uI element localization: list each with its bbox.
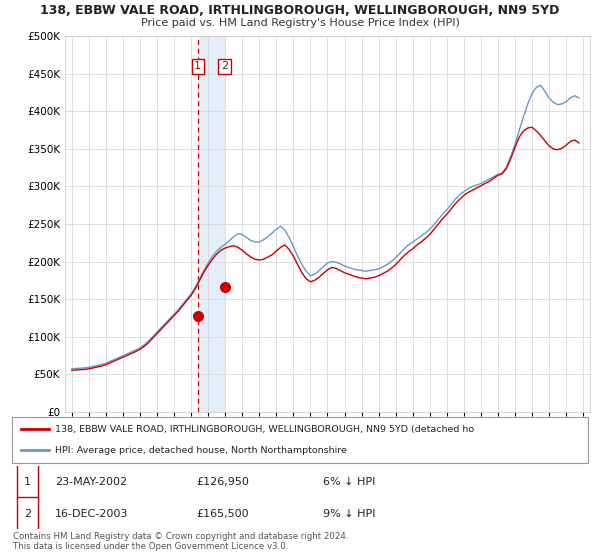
Text: Price paid vs. HM Land Registry's House Price Index (HPI): Price paid vs. HM Land Registry's House … [140, 18, 460, 29]
FancyBboxPatch shape [17, 497, 38, 531]
Text: 138, EBBW VALE ROAD, IRTHLINGBOROUGH, WELLINGBOROUGH, NN9 5YD: 138, EBBW VALE ROAD, IRTHLINGBOROUGH, WE… [40, 4, 560, 17]
FancyBboxPatch shape [12, 417, 588, 463]
Text: 23-MAY-2002: 23-MAY-2002 [55, 477, 127, 487]
Text: 2: 2 [221, 62, 228, 72]
Text: 138, EBBW VALE ROAD, IRTHLINGBOROUGH, WELLINGBOROUGH, NN9 5YD (detached ho: 138, EBBW VALE ROAD, IRTHLINGBOROUGH, WE… [55, 424, 475, 433]
Text: This data is licensed under the Open Government Licence v3.0.: This data is licensed under the Open Gov… [13, 542, 289, 551]
Text: HPI: Average price, detached house, North Northamptonshire: HPI: Average price, detached house, Nort… [55, 446, 347, 455]
FancyBboxPatch shape [17, 464, 38, 499]
Text: 1: 1 [24, 477, 31, 487]
Text: 6% ↓ HPI: 6% ↓ HPI [323, 477, 376, 487]
Bar [198, 36, 224, 412]
Text: 9% ↓ HPI: 9% ↓ HPI [323, 509, 376, 519]
Text: £165,500: £165,500 [196, 509, 249, 519]
Text: 2: 2 [24, 509, 31, 519]
Text: 16-DEC-2003: 16-DEC-2003 [55, 509, 128, 519]
Text: 1: 1 [194, 62, 201, 72]
Text: Contains HM Land Registry data © Crown copyright and database right 2024.: Contains HM Land Registry data © Crown c… [13, 532, 349, 541]
Text: £126,950: £126,950 [196, 477, 249, 487]
